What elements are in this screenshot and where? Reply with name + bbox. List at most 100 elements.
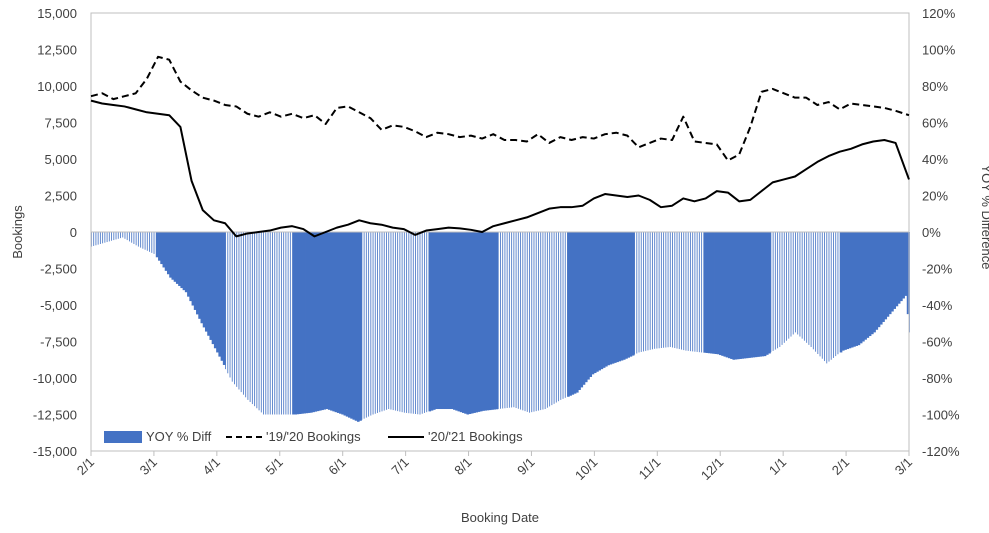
yoy-diff-bar	[251, 232, 253, 405]
x-tick-label: 3/1	[892, 455, 915, 478]
yoy-diff-bar	[99, 232, 101, 244]
yoy-diff-bar	[821, 232, 823, 359]
yoy-diff-bar	[567, 232, 570, 397]
yoy-diff-bar	[164, 232, 168, 271]
yoy-diff-bar	[231, 232, 233, 382]
yoy-diff-bar	[108, 232, 110, 242]
yoy-diff-bar	[151, 232, 153, 253]
yoy-diff-bar	[368, 232, 370, 417]
yoy-diff-bar	[93, 232, 95, 246]
y-left-tick-label: 12,500	[37, 43, 77, 58]
yoy-diff-bar	[638, 232, 640, 353]
yoy-diff-bar	[267, 232, 269, 415]
y-axis-right-title: YOY % Difference	[979, 164, 989, 269]
yoy-diff-bar	[356, 232, 360, 422]
yoy-diff-bar	[245, 232, 247, 398]
yoy-diff-bar	[345, 232, 349, 417]
yoy-diff-bar	[537, 232, 539, 411]
yoy-diff-bar	[352, 232, 356, 420]
yoy-diff-bar	[334, 232, 338, 413]
yoy-diff-bar	[815, 232, 817, 352]
yoy-diff-bar	[765, 232, 769, 355]
yoy-diff-bar	[591, 232, 595, 375]
yoy-diff-bar	[649, 232, 651, 350]
yoy-diff-bar	[602, 232, 606, 368]
yoy-diff-bar	[180, 232, 184, 289]
yoy-diff-bar	[218, 232, 222, 357]
legend-swatch-yoy-diff	[104, 431, 142, 443]
yoy-diff-bar	[535, 232, 537, 412]
yoy-diff-bar	[462, 232, 465, 413]
yoy-diff-bar	[399, 232, 401, 412]
yoy-diff-bar	[779, 232, 781, 347]
yoy-diff-bar	[830, 232, 832, 360]
yoy-diff-bar	[777, 232, 779, 349]
yoy-diff-bar	[754, 232, 758, 358]
yoy-diff-bar	[410, 232, 412, 414]
yoy-diff-bar	[363, 232, 365, 419]
y-right-tick-label: -120%	[922, 444, 960, 459]
yoy-diff-bar	[752, 232, 756, 358]
yoy-diff-bar	[142, 232, 144, 249]
yoy-diff-bar	[321, 232, 324, 411]
yoy-diff-bar	[761, 232, 765, 357]
yoy-diff-bar	[213, 232, 217, 349]
yoy-diff-bar	[531, 232, 533, 413]
yoy-diff-bar	[732, 232, 736, 360]
yoy-diff-bar	[667, 232, 669, 348]
yoy-diff-bar	[783, 232, 785, 343]
yoy-diff-bar	[665, 232, 667, 348]
legend: YOY % Diff '19/'20 Bookings '20/'21 Book…	[104, 429, 523, 444]
yoy-diff-bar	[149, 232, 151, 252]
yoy-diff-bar	[106, 232, 108, 243]
yoy-diff-bar	[450, 232, 454, 410]
yoy-diff-bar	[549, 232, 551, 407]
yoy-diff-bar	[902, 232, 905, 299]
yoy-diff-bar	[137, 232, 139, 247]
yoy-diff-bar	[622, 232, 626, 360]
yoy-diff-bar	[314, 232, 318, 412]
yoy-diff-bar	[379, 232, 381, 413]
yoy-diff-bar	[343, 232, 347, 416]
yoy-diff-bar	[750, 232, 753, 358]
yoy-diff-bar	[687, 232, 689, 351]
y-right-tick-label: 100%	[922, 43, 956, 58]
y-left-tick-label: 7,500	[44, 116, 77, 131]
yoy-diff-bar	[877, 232, 881, 328]
yoy-diff-bar	[710, 232, 713, 354]
yoy-diff-bar	[685, 232, 687, 351]
yoy-diff-bar	[301, 232, 304, 414]
yoy-diff-bar	[741, 232, 745, 359]
yoy-diff-bar	[703, 232, 707, 353]
yoy-diff-bar	[611, 232, 615, 364]
yoy-diff-bar	[544, 232, 546, 410]
yoy-diff-bar	[759, 232, 762, 357]
yoy-diff-bar	[374, 232, 376, 414]
yoy-diff-bar	[412, 232, 414, 414]
yoy-diff-bar	[500, 232, 501, 409]
yoy-diff-bar	[419, 232, 421, 415]
yoy-diff-bar	[102, 232, 104, 244]
yoy-diff-bar	[546, 232, 548, 408]
line-20-21-bookings	[90, 99, 910, 238]
yoy-diff-bar	[745, 232, 749, 359]
yoy-diff-bar	[520, 232, 522, 410]
x-axis-title: Booking Date	[461, 510, 539, 525]
yoy-diff-bar	[122, 232, 124, 238]
yoy-diff-bar	[875, 232, 879, 330]
yoy-diff-bar	[803, 232, 805, 341]
legend-label-20-21-bookings: '20/'21 Bookings	[428, 429, 523, 444]
yoy-diff-bar	[848, 232, 852, 349]
yoy-diff-bar	[772, 232, 774, 351]
yoy-diff-bar	[522, 232, 524, 411]
yoy-diff-bar	[578, 232, 581, 390]
yoy-diff-bar	[839, 232, 843, 353]
yoy-diff-bar	[707, 232, 711, 354]
yoy-diff-bar	[234, 232, 235, 385]
yoy-diff-bar	[198, 232, 201, 319]
y-left-tick-label: 2,500	[44, 189, 77, 204]
yoy-diff-bar	[719, 232, 722, 356]
yoy-diff-bar	[388, 232, 390, 410]
yoy-diff-bar	[801, 232, 803, 339]
